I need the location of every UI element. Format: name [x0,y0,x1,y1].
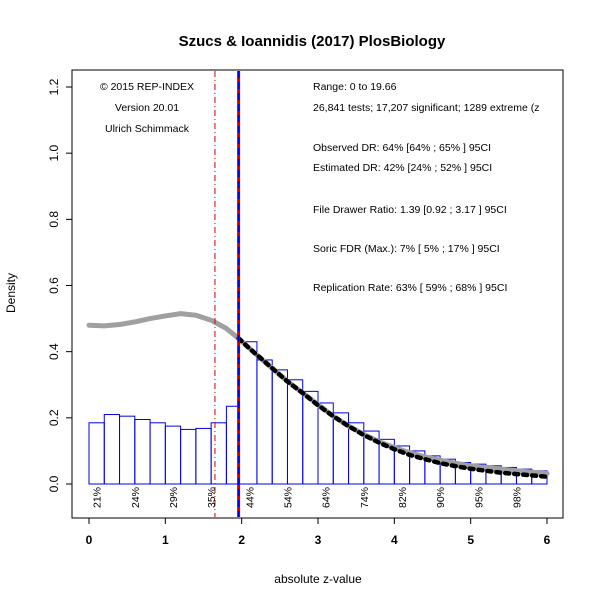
percent-label: 64% [321,487,333,508]
percent-label: 24% [130,487,142,508]
annotation-soric-fdr: Soric FDR (Max.): 7% [ 5% ; 17% ] 95CI [313,243,500,255]
y-tick-label: 0.0 [47,475,61,492]
x-tick-label: 4 [391,533,398,547]
annotation-tests: 26,841 tests; 17,207 significant; 1289 e… [313,102,539,114]
histogram-bar [119,415,136,485]
histogram-bar [164,425,182,485]
percent-label: 98% [511,487,523,508]
y-tick-label: 1.0 [47,145,61,162]
histogram-bar [88,422,105,485]
percent-label: 90% [435,487,447,508]
annotation-author: Ulrich Schimmack [105,123,190,135]
x-tick-label: 6 [544,533,551,547]
percent-label: 35% [206,487,218,508]
histogram-bar [271,369,288,485]
y-tick-label: 0.4 [47,343,61,360]
annotation-block-left: © 2015 REP-INDEX Version 20.01 Ulrich Sc… [100,81,194,135]
x-tick-label: 3 [315,533,322,547]
percent-label: 54% [282,487,294,508]
histogram-bar [225,405,240,485]
histogram-bar [238,341,258,485]
y-tick-label: 1.2 [47,78,61,95]
y-tick-label: 0.6 [47,277,61,294]
annotation-range: Range: 0 to 19.66 [313,81,397,93]
annotation-replication-rate: Replication Rate: 63% [ 59% ; 68% ] 95CI [313,282,507,294]
histogram-bar [256,359,273,485]
histogram-bar [180,428,197,485]
histogram-bar [286,379,304,485]
percent-label: 29% [168,487,180,508]
histogram-bar [195,427,212,485]
annotation-version: Version 20.01 [115,102,179,114]
x-tick-label: 2 [238,533,245,547]
annotation-copyright: © 2015 REP-INDEX [100,81,194,93]
y-tick-label: 0.2 [47,409,61,426]
percent-label: 95% [473,487,485,508]
annotation-estimated-dr: Estimated DR: 42% [24% ; 52% ] 95CI [313,162,492,174]
plot-area: 21% 24% 29% 35% 44% 54% 64% 74% 82% 90% 95% 98% [86,71,550,517]
annotation-observed-dr: Observed DR: 64% [64% ; 65% ] 95CI [313,142,491,154]
percent-label: 44% [244,487,256,508]
y-tick-label: 0.8 [47,211,61,228]
x-tick-label: 5 [467,533,474,547]
axes: 0 1 2 3 4 5 6 0.0 0.2 0.4 0.6 0.8 1.0 1.2 [47,78,551,547]
x-tick-label: 0 [86,533,93,547]
annotation-block-right: Range: 0 to 19.66 26,841 tests; 17,207 s… [313,81,539,294]
chart-title: Szucs & Ioannidis (2017) PlosBiology [179,33,446,50]
x-tick-label: 1 [162,533,169,547]
histogram-bar [134,418,151,485]
y-axis-label: Density [4,273,18,313]
histogram-bar [210,422,227,485]
annotation-file-drawer: File Drawer Ratio: 1.39 [0.92 ; 3.17 ] 9… [313,204,507,216]
fitted-dotted-curve [236,336,550,479]
histogram-bar [103,414,121,485]
x-axis-label: absolute z-value [274,572,362,586]
percent-label: 82% [397,487,409,508]
percent-label: 21% [92,487,104,508]
percent-label: 74% [359,487,371,508]
histogram-bar [149,422,166,485]
